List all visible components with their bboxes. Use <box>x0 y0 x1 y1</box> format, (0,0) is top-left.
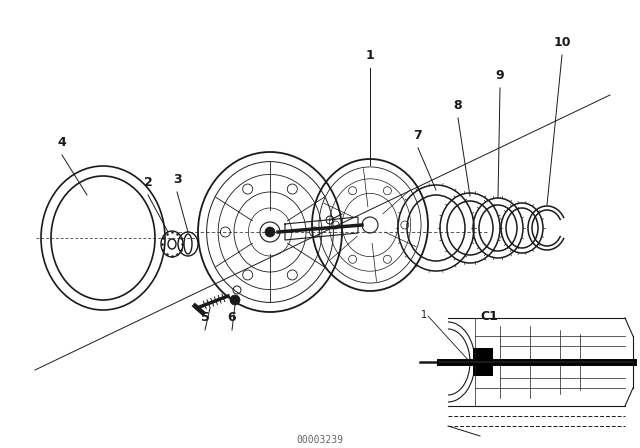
Text: 1: 1 <box>421 310 427 320</box>
Text: 00003239: 00003239 <box>296 435 344 445</box>
Text: 9: 9 <box>496 69 504 82</box>
Circle shape <box>265 227 275 237</box>
Text: 2: 2 <box>143 176 152 189</box>
Text: C1: C1 <box>480 310 498 323</box>
Text: 6: 6 <box>228 311 236 324</box>
Text: 4: 4 <box>58 136 67 149</box>
Circle shape <box>230 295 240 305</box>
Text: 5: 5 <box>200 311 209 324</box>
Text: 8: 8 <box>454 99 462 112</box>
Text: 7: 7 <box>413 129 422 142</box>
Text: 3: 3 <box>173 173 181 186</box>
Text: 1: 1 <box>365 49 374 62</box>
Bar <box>473 348 493 376</box>
Text: 10: 10 <box>553 36 571 49</box>
